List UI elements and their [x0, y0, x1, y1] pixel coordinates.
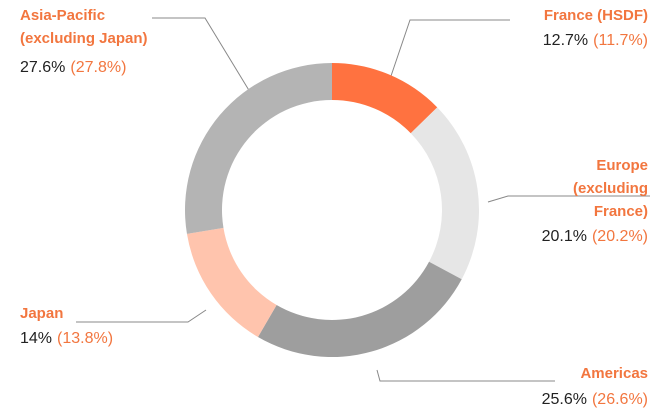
leader-line [376, 369, 555, 382]
category-label: (excluding [573, 180, 648, 197]
category-label: (excluding Japan) [20, 30, 148, 47]
category-label: France (HSDF) [544, 7, 648, 24]
category-label: Europe [596, 157, 648, 174]
leader-line [152, 17, 251, 93]
leader-line [76, 309, 207, 323]
donut-segment [184, 63, 332, 234]
previous-value: (26.6%) [592, 391, 648, 408]
donut-segment [332, 63, 438, 134]
category-label: Americas [580, 365, 648, 382]
previous-value: (27.8%) [70, 59, 126, 76]
donut-segment [410, 107, 480, 280]
category-label: Japan [20, 305, 63, 322]
value-label: 25.6% (26.6%) [542, 391, 648, 408]
current-value: 27.6% [20, 59, 65, 76]
donut-segment [186, 227, 277, 337]
previous-value: (11.7%) [593, 32, 648, 49]
value-label: 20.1% (20.2%) [542, 228, 648, 245]
leader-lines [76, 17, 650, 382]
category-label: France) [594, 203, 648, 220]
previous-value: (13.8%) [57, 330, 113, 347]
current-value: 14% [20, 330, 52, 347]
current-value: 25.6% [542, 391, 587, 408]
leader-line [487, 195, 650, 203]
previous-value: (20.2%) [592, 228, 648, 245]
value-label: 27.6% (27.8%) [20, 59, 126, 76]
value-label: 14% (13.8%) [20, 330, 113, 347]
current-value: 20.1% [542, 228, 587, 245]
value-label: 12.7% (11.7%) [543, 32, 648, 49]
donut-segment [257, 261, 462, 357]
category-label: Asia-Pacific [20, 7, 105, 24]
leader-line [390, 19, 510, 77]
current-value: 12.7% [543, 32, 588, 49]
